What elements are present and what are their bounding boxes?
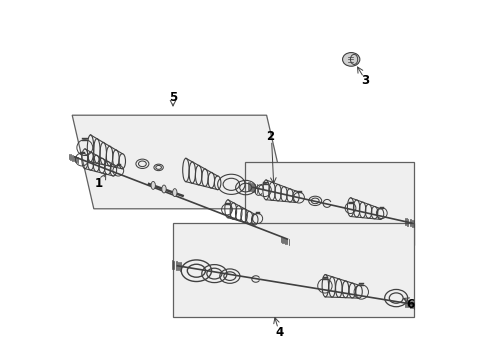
Ellipse shape bbox=[172, 189, 177, 197]
Text: 1: 1 bbox=[95, 177, 103, 190]
Ellipse shape bbox=[343, 53, 360, 66]
Text: 2: 2 bbox=[266, 130, 274, 143]
Polygon shape bbox=[173, 223, 414, 317]
Polygon shape bbox=[245, 162, 414, 245]
Text: 6: 6 bbox=[407, 298, 415, 311]
Ellipse shape bbox=[151, 181, 155, 189]
Ellipse shape bbox=[162, 185, 166, 193]
Text: 5: 5 bbox=[169, 91, 177, 104]
Text: 3: 3 bbox=[362, 75, 369, 87]
Polygon shape bbox=[72, 115, 288, 209]
Text: 4: 4 bbox=[275, 327, 283, 339]
